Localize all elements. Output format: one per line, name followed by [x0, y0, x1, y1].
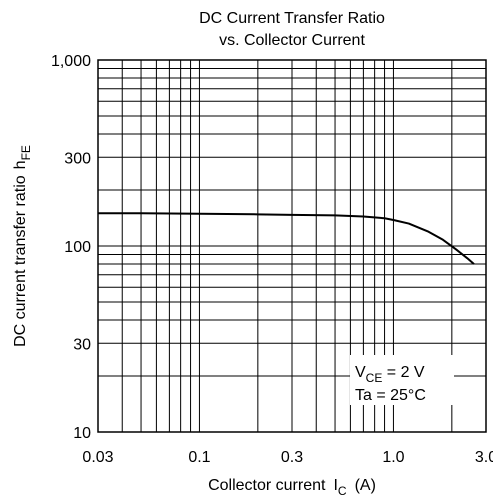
plot-frame — [97, 59, 487, 433]
y-axis-label-text: DC current transfer ratio — [12, 175, 29, 347]
x-axis-label-subscript: C — [338, 484, 347, 498]
x-tick-label: 0.3 — [281, 449, 303, 466]
x-axis-label-symbol: I — [333, 477, 337, 494]
y-tick-label: 300 — [64, 150, 91, 167]
x-axis-label-text: Collector current — [208, 477, 326, 494]
y-axis-label: DC current transfer ratio hFE — [12, 145, 33, 347]
x-tick-label: 0.03 — [82, 449, 113, 466]
annotation-ta: Ta = 25°C — [355, 387, 426, 404]
y-tick-labels: 10 30 100 300 1,000 — [51, 53, 91, 442]
chart-title-line-1: DC Current Transfer Ratio — [199, 10, 385, 27]
annotation-background — [350, 355, 454, 405]
x-tick-labels: 0.03 0.1 0.3 1.0 3.0 — [82, 449, 493, 466]
y-tick-label: 1,000 — [51, 53, 91, 70]
y-tick-label: 100 — [64, 239, 91, 256]
x-axis-label: Collector current IC (A) — [208, 477, 376, 498]
x-tick-label: 0.1 — [188, 449, 210, 466]
annotation-vce-value: = 2 V — [382, 364, 425, 381]
x-axis-label-unit: (A) — [355, 477, 376, 494]
x-tick-label: 3.0 — [475, 449, 493, 466]
chart-title-line-2: vs. Collector Current — [219, 32, 365, 49]
y-tick-label: 10 — [73, 425, 91, 442]
series-line-0 — [98, 212, 475, 265]
chart-title: DC Current Transfer Ratio vs. Collector … — [199, 10, 385, 49]
annotation-vce-subscript: CE — [366, 371, 383, 385]
y-tick-label: 30 — [73, 336, 91, 353]
x-tick-label: 1.0 — [382, 449, 404, 466]
series — [98, 212, 475, 265]
annotation-vce-symbol: V — [355, 364, 366, 381]
annotation-vce: VCE = 2 V — [355, 364, 425, 385]
y-axis-label-subscript: FE — [19, 145, 33, 160]
y-axis-label-symbol: h — [12, 160, 29, 169]
